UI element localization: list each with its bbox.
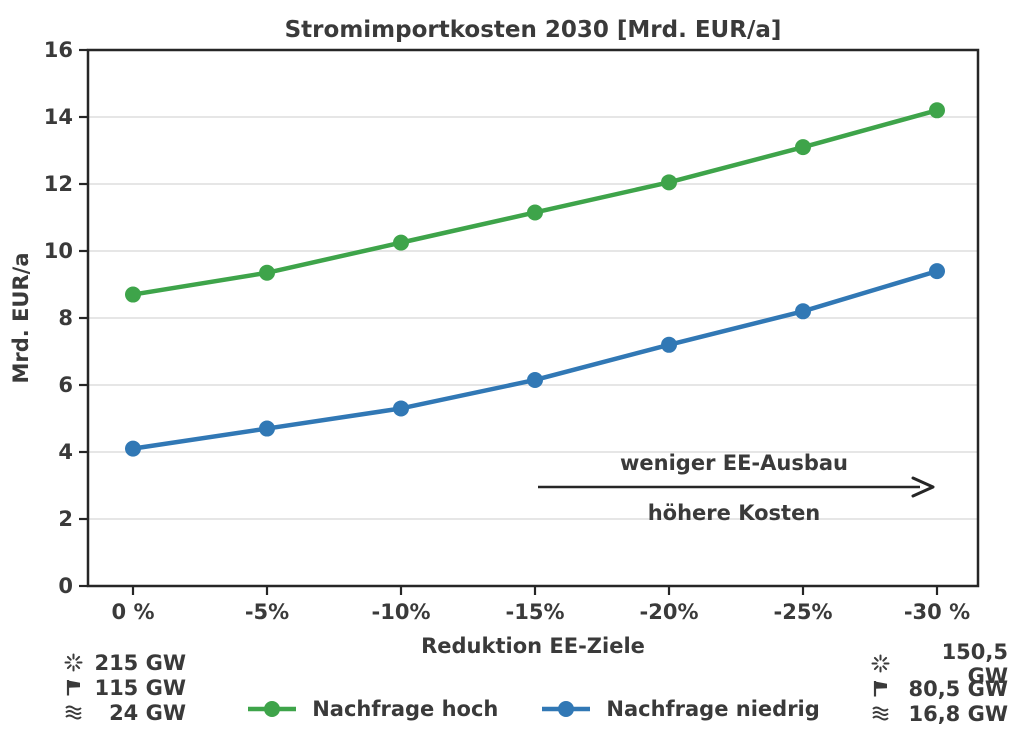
waves-icon xyxy=(872,706,889,721)
chart-legend: Nachfrage hoch Nachfrage niedrig xyxy=(88,697,978,721)
legend-label: Nachfrage hoch xyxy=(312,697,499,721)
legend-label: Nachfrage niedrig xyxy=(606,697,820,721)
legend-marker-line-dot xyxy=(248,701,297,717)
plot-frame xyxy=(86,48,980,588)
capacity-value: 16,8 GW xyxy=(908,701,1008,726)
flag-icon xyxy=(873,681,887,697)
data-point xyxy=(393,234,409,251)
chart-title: Stromimportkosten 2030 [Mrd. EUR/a] xyxy=(285,17,782,43)
sun-icon xyxy=(64,653,83,672)
capacity-value: 115 GW xyxy=(94,675,186,700)
series-line-nachfrage-niedrig xyxy=(132,268,938,451)
x-tick-label: 0 % xyxy=(112,600,155,624)
y-tick-label: 14 xyxy=(44,105,73,129)
y-tick-label: 8 xyxy=(58,306,73,330)
capacity-note-row: 16,8 GW xyxy=(871,701,1008,726)
capacity-value: 150,5 GW xyxy=(941,639,1008,688)
capacity-notes-left: 215 GW 115 GW 24 GW xyxy=(64,650,186,725)
legend-marker-line-dot xyxy=(542,701,591,717)
trend-arrow-head xyxy=(911,476,935,498)
data-point xyxy=(661,174,677,191)
legend-item-nachfrage-niedrig: Nachfrage niedrig xyxy=(540,697,820,721)
flag-icon xyxy=(66,680,80,696)
capacity-notes-right: 150,5 GW 80,5 GW 16,8 GW xyxy=(871,640,1008,726)
x-tick-label: -30 % xyxy=(904,600,970,624)
plot-generated-content: 0 2 4 6 8 10 12 14 16 0 % -5% -10% -15% -20% -25% -30 % xyxy=(44,38,980,624)
capacity-value: 215 GW xyxy=(94,650,186,675)
capacity-note-row: 80,5 GW xyxy=(871,676,1008,701)
capacity-note-row: 215 GW xyxy=(64,650,186,675)
annotation-line2: höhere Kosten xyxy=(648,501,821,525)
y-tick-label: 16 xyxy=(44,38,73,62)
data-point xyxy=(527,204,543,221)
capacity-note-row: 24 GW xyxy=(64,700,186,725)
legend-item-nachfrage-hoch: Nachfrage hoch xyxy=(246,697,498,721)
data-point xyxy=(795,139,811,156)
sun-icon xyxy=(871,654,890,673)
x-tick-label: -5% xyxy=(245,600,289,624)
y-tick-label: 6 xyxy=(58,373,73,397)
data-point xyxy=(929,102,945,119)
y-tick-label: 12 xyxy=(44,172,73,196)
x-tick-label: -25% xyxy=(774,600,833,624)
data-point xyxy=(125,440,141,457)
data-point xyxy=(527,371,543,388)
x-tick-label: -20% xyxy=(640,600,699,624)
data-point xyxy=(259,420,275,437)
y-tick-label: 4 xyxy=(58,440,73,464)
data-point xyxy=(125,286,141,303)
data-point xyxy=(661,336,677,353)
x-tick-label: -10% xyxy=(372,600,431,624)
capacity-value: 24 GW xyxy=(109,700,186,725)
capacity-note-row: 115 GW xyxy=(64,675,186,700)
annotation-line1: weniger EE-Ausbau xyxy=(620,451,848,475)
y-tick-label: 2 xyxy=(58,507,73,531)
data-point xyxy=(795,303,811,320)
data-point xyxy=(929,263,945,280)
waves-icon xyxy=(65,705,82,720)
x-tick-label: -15% xyxy=(506,600,565,624)
capacity-value: 80,5 GW xyxy=(908,676,1008,701)
x-axis-label: Reduktion EE-Ziele xyxy=(421,634,645,658)
series-line-nachfrage-hoch xyxy=(132,108,938,297)
y-tick-label: 10 xyxy=(44,239,73,263)
y-axis-label: Mrd. EUR/a xyxy=(9,253,33,384)
y-tick-label: 0 xyxy=(58,574,73,598)
plot-area: Stromimportkosten 2030 [Mrd. EUR/a] Mrd.… xyxy=(9,17,980,658)
data-point xyxy=(259,264,275,281)
capacity-note-row: 150,5 GW xyxy=(871,640,1008,688)
data-point xyxy=(393,400,409,417)
